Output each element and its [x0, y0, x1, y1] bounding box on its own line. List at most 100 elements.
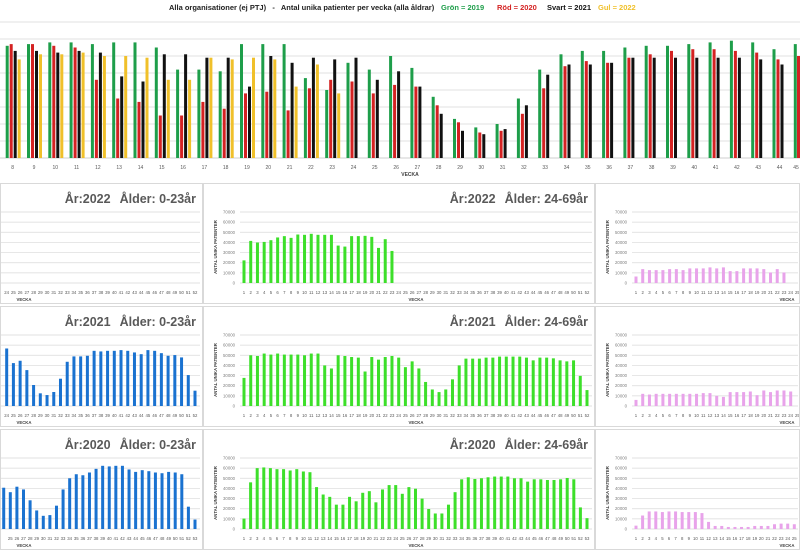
- bar-week-18: [354, 501, 358, 529]
- bar-week-33: [453, 492, 457, 529]
- x-tick-label: 29: [426, 536, 431, 541]
- x-tick-label: 8: [682, 290, 685, 295]
- x-tick-label: 30: [433, 536, 438, 541]
- bar-2021-week-20: [269, 56, 273, 158]
- bar-week-18: [356, 357, 360, 406]
- x-tick-label: 18: [356, 413, 361, 418]
- x-tick-label: 40: [112, 413, 117, 418]
- x-tick-label: 12: [708, 290, 713, 295]
- bar-week-13: [713, 525, 717, 529]
- x-tick-label: 21: [768, 290, 773, 295]
- bar-week-5: [269, 240, 273, 283]
- x-tick-label: 43: [132, 413, 137, 418]
- panel-2021-24-69: 70000 60000 50000 40000 30000 20000 10000 0 ANTA…: [203, 306, 595, 427]
- bar-week-18: [356, 236, 360, 283]
- x-tick-label: 6: [668, 413, 671, 418]
- bar-week-23: [390, 355, 394, 406]
- x-tick-label: 5: [662, 413, 665, 418]
- bar-week-15: [726, 526, 730, 529]
- x-tick-label: 34: [67, 536, 72, 541]
- bar-week-2: [249, 355, 253, 406]
- bar-2021-week-30: [482, 134, 486, 158]
- bar-week-25: [403, 367, 407, 406]
- panel-2021-0-23: 24 25 26 27 28 29 30 31 32 33 34 35 36 37 38 39 40 41 42 43…: [0, 306, 203, 427]
- x-tick-label: 17: [741, 290, 746, 295]
- bar-week-16: [343, 355, 347, 406]
- bar-week-34: [72, 356, 76, 406]
- panel-title: År:2020 Ålder: 0-23år: [65, 437, 196, 452]
- x-tick-label: 30: [45, 290, 50, 295]
- bar-week-1: [634, 276, 638, 283]
- x-tick-label: 19: [360, 536, 365, 541]
- x-tick-label: 43: [519, 536, 524, 541]
- x-tick-label: 14: [138, 165, 144, 171]
- bar-2021-week-24: [354, 57, 358, 159]
- x-tick-label: 49: [172, 413, 177, 418]
- panel-title-age: Ålder: 24-69år: [505, 437, 589, 452]
- y-tick-label: 70000: [615, 456, 628, 461]
- bar-week-28: [32, 385, 36, 406]
- bar-week-49: [167, 471, 171, 529]
- bar-week-13: [715, 395, 719, 406]
- x-tick-label: 19: [244, 165, 250, 171]
- panel-title-year: År:2020: [450, 437, 496, 452]
- x-tick-label: 7: [283, 413, 286, 418]
- bar-2021-week-22: [311, 57, 315, 159]
- x-tick-label: 15: [159, 165, 165, 171]
- bar-week-1: [242, 377, 246, 406]
- legend-2020: Röd = 2020: [497, 3, 537, 12]
- x-tick-label: 33: [65, 413, 70, 418]
- x-tick-label: 46: [152, 290, 157, 295]
- x-tick-label: 42: [734, 165, 740, 171]
- x-tick-label: 13: [714, 413, 719, 418]
- bar-week-4: [262, 353, 266, 406]
- panel-2022-24-69: 70000 60000 50000 40000 30000 20000 10000 0 ANTA…: [203, 183, 595, 304]
- bar-2021-week-37: [631, 57, 635, 159]
- x-tick-label: 35: [78, 413, 83, 418]
- x-tick-label: 14: [721, 413, 726, 418]
- bar-2022-week-16: [188, 79, 192, 158]
- bar-2021-week-10: [56, 52, 60, 158]
- bar-week-22: [383, 357, 387, 406]
- bar-2021-week-29: [461, 130, 464, 158]
- bar-week-35: [79, 356, 83, 406]
- x-tick-label: 51: [179, 536, 184, 541]
- bar-week-5: [661, 270, 665, 283]
- panel-title: År:2021 Ålder: 0-23år: [65, 314, 196, 329]
- x-tick-label: 52: [193, 290, 198, 295]
- y-tick-label: 60000: [223, 343, 236, 348]
- bar-week-8: [289, 237, 293, 283]
- bar-2020-week-36: [606, 62, 610, 158]
- bar-week-16: [343, 246, 347, 283]
- x-tick-label: 45: [146, 413, 151, 418]
- x-tick-label: 25: [11, 413, 16, 418]
- y-axis-title: ANTAL UNIKA PATIENTER: [605, 342, 610, 397]
- bar-week-38: [491, 357, 495, 406]
- x-tick-label: 6: [276, 290, 279, 295]
- x-tick-label: 45: [532, 536, 537, 541]
- x-tick-label: 23: [387, 536, 392, 541]
- bar-week-19: [755, 395, 759, 406]
- x-tick-label: 1: [635, 413, 638, 418]
- bar-week-29: [430, 389, 434, 406]
- bar-week-53: [193, 519, 197, 529]
- bar-week-42: [512, 478, 516, 529]
- bar-2020-week-9: [31, 44, 34, 158]
- bar-week-32: [450, 379, 454, 406]
- y-tick-label: 30000: [223, 496, 236, 501]
- bar-2020-week-16: [180, 115, 184, 158]
- y-tick-label: 50000: [223, 476, 236, 481]
- bar-2020-week-22: [307, 88, 311, 158]
- x-tick-label: 7: [674, 536, 677, 541]
- bar-week-49: [565, 361, 569, 406]
- x-tick-label: 13: [713, 536, 718, 541]
- x-tick-label: 18: [746, 536, 751, 541]
- x-tick-label: 36: [80, 536, 85, 541]
- x-tick-label: 33: [453, 536, 458, 541]
- bar-week-12: [315, 487, 319, 529]
- x-tick-label: 26: [407, 536, 412, 541]
- bar-week-25: [400, 493, 404, 529]
- bar-week-44: [139, 354, 143, 406]
- bar-week-40: [499, 476, 503, 529]
- bar-2019-week-34: [559, 54, 563, 158]
